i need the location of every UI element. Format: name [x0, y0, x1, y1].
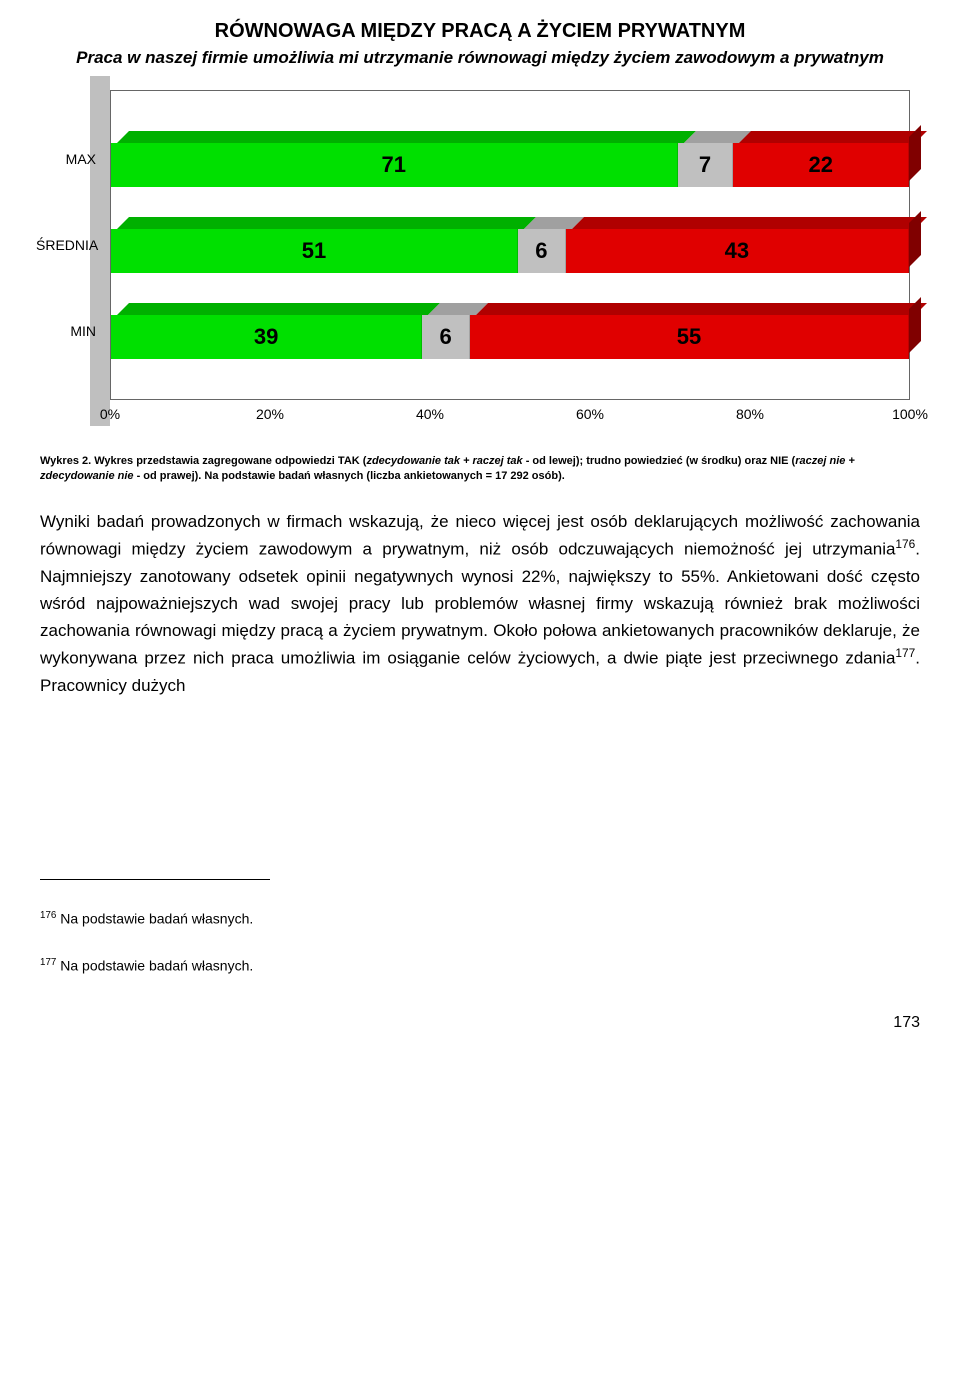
- bar-segment: 22: [733, 143, 909, 187]
- chart-title: RÓWNOWAGA MIĘDZY PRACĄ A ŻYCIEM PRYWATNY…: [40, 20, 920, 43]
- bar-3d: 71722: [111, 131, 909, 187]
- bar-top-face: [111, 131, 909, 143]
- footnote-separator: [40, 879, 270, 880]
- x-axis-tick: 0%: [100, 406, 120, 422]
- bar-segment-top: [739, 131, 927, 143]
- bar-segment: 39: [111, 315, 422, 359]
- bar-segment-top: [117, 217, 536, 229]
- bar-segment: 7: [678, 143, 734, 187]
- x-axis-tick: 80%: [736, 406, 764, 422]
- bar-row: MIN39655: [111, 303, 909, 359]
- bar-segment-top: [476, 303, 927, 315]
- bar-right-cap: [909, 125, 921, 181]
- bar-3d: 39655: [111, 303, 909, 359]
- bar-segment: 6: [422, 315, 470, 359]
- footnote-177: 177 Na podstawie badań własnych.: [40, 957, 920, 974]
- bar-segment: 71: [111, 143, 678, 187]
- footnote-text: Na podstawie badań własnych.: [56, 958, 253, 974]
- body-paragraph: Wyniki badań prowadzonych w firmach wska…: [40, 508, 920, 700]
- bar-segment: 55: [470, 315, 909, 359]
- caption-text: - od lewej); trudno powiedzieć (w środku…: [523, 455, 796, 467]
- bars-container: MAX71722 ŚREDNIA51643 MIN39655: [111, 131, 909, 359]
- chart-area: MAX71722ŚREDNIA51643MIN39655 0%20%40%60%…: [110, 90, 910, 426]
- bar-category-label: ŚREDNIA: [36, 237, 96, 253]
- body-text-1b: . Najmniejszy zanotowany odsetek opinii …: [40, 539, 920, 667]
- body-text-1a: Wyniki badań prowadzonych w firmach wska…: [40, 512, 920, 559]
- footnote-ref-176: 176: [895, 537, 915, 551]
- bar-category-label: MAX: [36, 151, 96, 167]
- footnote-176: 176 Na podstawie badań własnych.: [40, 910, 920, 927]
- bar-right-cap: [909, 297, 921, 353]
- x-axis-tick: 20%: [256, 406, 284, 422]
- bar-segment: 51: [111, 229, 518, 273]
- bar-3d: 51643: [111, 217, 909, 273]
- chart-caption: Wykres 2. Wykres przedstawia zagregowane…: [40, 454, 920, 484]
- footnote-text: Na podstawie badań własnych.: [56, 911, 253, 927]
- x-axis-tick: 60%: [576, 406, 604, 422]
- bar-front-face: 39655: [111, 315, 909, 359]
- bar-right-cap: [909, 211, 921, 267]
- x-axis: 0%20%40%60%80%100%: [110, 406, 910, 426]
- bar-segment-top: [117, 131, 696, 143]
- chart-subtitle: Praca w naszej firmie umożliwia mi utrzy…: [40, 47, 920, 70]
- x-axis-tick: 40%: [416, 406, 444, 422]
- bar-row: MAX71722: [111, 131, 909, 187]
- bar-segment: 6: [518, 229, 566, 273]
- bar-front-face: 71722: [111, 143, 909, 187]
- bar-segment-top: [117, 303, 440, 315]
- bar-front-face: 51643: [111, 229, 909, 273]
- x-axis-tick: 100%: [892, 406, 928, 422]
- chart-frame: MAX71722 ŚREDNIA51643 MIN39655: [110, 90, 910, 400]
- bar-segment-top: [572, 217, 927, 229]
- footnote-ref-177: 177: [895, 646, 915, 660]
- footnote-num: 176: [40, 910, 56, 921]
- footnote-num: 177: [40, 957, 56, 968]
- caption-italic-1: zdecydowanie tak + raczej tak: [366, 455, 522, 467]
- bar-top-face: [111, 217, 909, 229]
- bar-top-face: [111, 303, 909, 315]
- bar-row: ŚREDNIA51643: [111, 217, 909, 273]
- bar-segment: 43: [566, 229, 909, 273]
- page-number: 173: [40, 1014, 920, 1032]
- caption-text: - od prawej). Na podstawie badań własnyc…: [134, 470, 565, 482]
- bar-category-label: MIN: [36, 323, 96, 339]
- caption-text: Wykres 2. Wykres przedstawia zagregowane…: [40, 455, 366, 467]
